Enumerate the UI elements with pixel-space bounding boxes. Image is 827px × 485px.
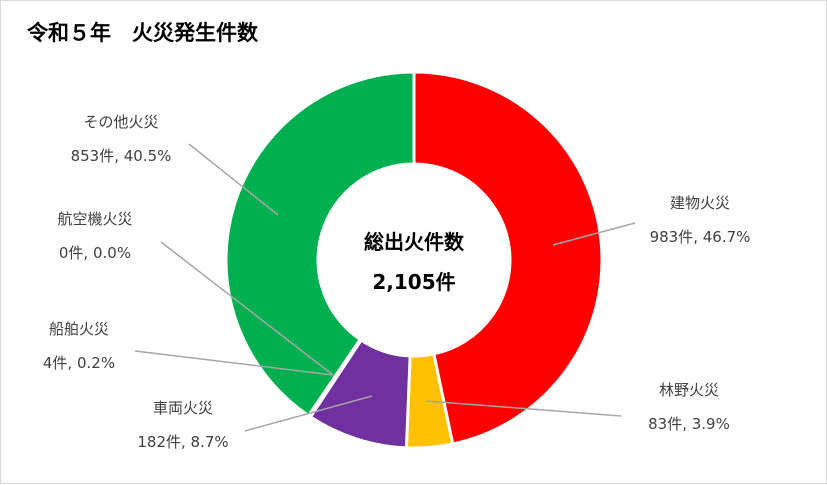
leader-lines-layer — [134, 143, 636, 432]
slices-layer — [224, 70, 604, 450]
leader-line-4 — [160, 241, 334, 376]
chart-title: 令和５年 火災発生件数 — [27, 21, 258, 45]
leader-line-5 — [188, 143, 279, 216]
leader-line-1 — [425, 400, 622, 417]
leader-line-2 — [244, 395, 373, 432]
slice-label-value-1: 83件, 3.9% — [648, 415, 730, 433]
leader-line-0 — [552, 222, 636, 246]
labels-layer: 建物火災 983件, 46.7% 林野火災 83件, 3.9% 車両火災 182件, 8.… — [43, 113, 751, 451]
slice-label-value-2: 182件, 8.7% — [137, 433, 228, 451]
slice-5 — [224, 70, 416, 418]
slice-label-value-0: 983件, 46.7% — [650, 228, 751, 246]
center-title: 総出火件数 — [364, 230, 465, 254]
slice-label-name-4: 航空機火災 — [57, 210, 132, 228]
slice-label-value-5: 853件, 40.5% — [71, 147, 172, 165]
slice-0 — [412, 70, 604, 446]
slice-label-value-3: 4件, 0.2% — [43, 354, 115, 372]
slice-label-name-5: その他火災 — [83, 113, 158, 131]
slice-label-value-4: 0件, 0.0% — [59, 244, 131, 262]
slice-label-name-0: 建物火災 — [670, 194, 730, 212]
leader-line-3 — [134, 350, 334, 376]
center-value: 2,105件 — [372, 270, 455, 294]
slice-label-name-3: 船舶火災 — [49, 320, 109, 338]
slice-label-name-1: 林野火災 — [659, 381, 719, 399]
slice-label-name-2: 車両火災 — [153, 399, 213, 417]
